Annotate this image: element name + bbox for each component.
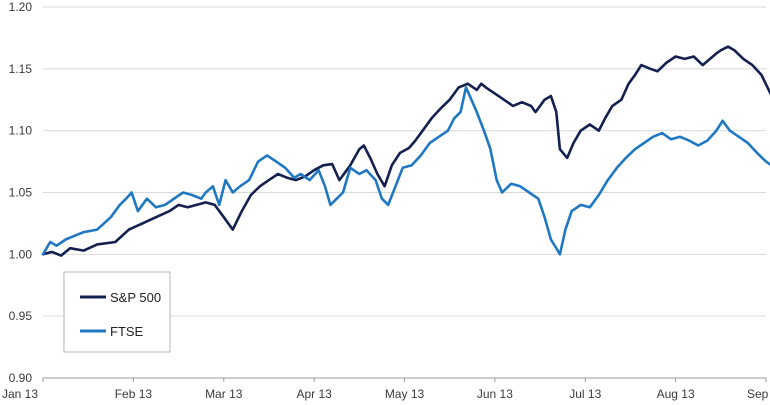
gridlines bbox=[43, 6, 766, 317]
x-tick-label: Aug 13 bbox=[657, 387, 695, 401]
y-axis-tick-labels: 0.90 0.95 1.00 1.05 1.10 1.15 1.20 bbox=[9, 0, 33, 385]
series-line-ftse bbox=[41, 86, 770, 256]
x-tick-label: Jun 13 bbox=[477, 387, 513, 401]
x-axis-tick-labels: Jan 13 Feb 13 Mar 13 Apr 13 May 13 Jun 13 Jul … bbox=[2, 378, 770, 401]
y-tick-label: 1.05 bbox=[9, 186, 33, 200]
y-tick-label: 1.15 bbox=[9, 62, 33, 76]
y-tick-label: 1.00 bbox=[9, 247, 33, 261]
legend-box bbox=[63, 271, 171, 353]
legend-label-ftse: FTSE bbox=[110, 324, 144, 339]
legend-label-sp500: S&P 500 bbox=[110, 290, 161, 305]
y-tick-label: 1.20 bbox=[9, 0, 33, 14]
y-tick-label: 0.95 bbox=[9, 309, 33, 323]
y-tick-label: 1.10 bbox=[9, 124, 33, 138]
x-tick-label: Jul 13 bbox=[569, 387, 601, 401]
x-tick-label: Feb 13 bbox=[115, 387, 153, 401]
x-tick-label: Mar 13 bbox=[205, 387, 243, 401]
x-tick-label: Sep 13 bbox=[747, 387, 770, 401]
series-line-sp500 bbox=[41, 45, 770, 257]
x-tick-label: Jan 13 bbox=[2, 387, 38, 401]
legend: S&P 500 FTSE bbox=[63, 271, 171, 353]
x-tick-label: Apr 13 bbox=[296, 387, 332, 401]
series-lines bbox=[41, 45, 770, 257]
y-tick-label: 0.90 bbox=[9, 371, 33, 385]
x-tick-label: May 13 bbox=[385, 387, 425, 401]
